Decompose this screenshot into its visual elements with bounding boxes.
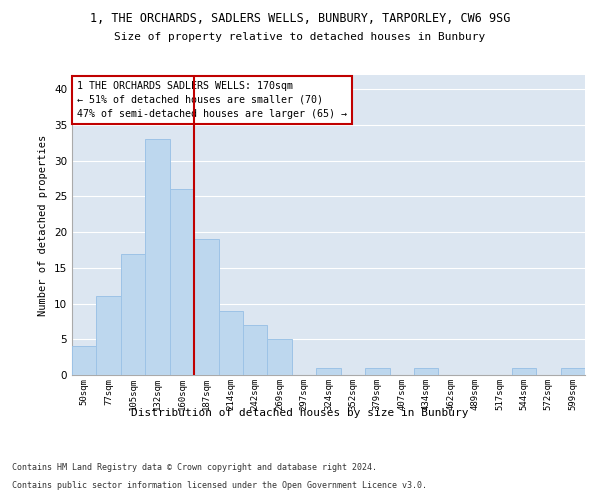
- Bar: [170, 190, 194, 375]
- Bar: [145, 140, 170, 375]
- Bar: [72, 346, 97, 375]
- Bar: [365, 368, 389, 375]
- Text: Distribution of detached houses by size in Bunbury: Distribution of detached houses by size …: [131, 408, 469, 418]
- Bar: [316, 368, 341, 375]
- Text: Size of property relative to detached houses in Bunbury: Size of property relative to detached ho…: [115, 32, 485, 42]
- Bar: [268, 340, 292, 375]
- Text: 1, THE ORCHARDS, SADLERS WELLS, BUNBURY, TARPORLEY, CW6 9SG: 1, THE ORCHARDS, SADLERS WELLS, BUNBURY,…: [90, 12, 510, 26]
- Bar: [560, 368, 585, 375]
- Text: Contains public sector information licensed under the Open Government Licence v3: Contains public sector information licen…: [12, 481, 427, 490]
- Bar: [512, 368, 536, 375]
- Text: Contains HM Land Registry data © Crown copyright and database right 2024.: Contains HM Land Registry data © Crown c…: [12, 464, 377, 472]
- Bar: [414, 368, 439, 375]
- Y-axis label: Number of detached properties: Number of detached properties: [38, 134, 49, 316]
- Bar: [243, 325, 268, 375]
- Text: 1 THE ORCHARDS SADLERS WELLS: 170sqm
← 51% of detached houses are smaller (70)
4: 1 THE ORCHARDS SADLERS WELLS: 170sqm ← 5…: [77, 81, 347, 119]
- Bar: [97, 296, 121, 375]
- Bar: [194, 240, 218, 375]
- Bar: [121, 254, 145, 375]
- Bar: [218, 310, 243, 375]
